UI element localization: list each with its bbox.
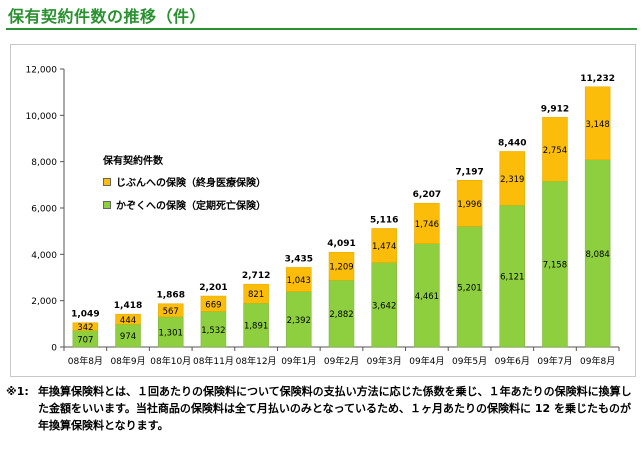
bar-term-life [286, 291, 312, 348]
x-tick-label: 08年9月 [110, 355, 145, 367]
bar-medical [456, 180, 483, 227]
data-label-medical: 444 [120, 316, 136, 326]
legend-swatch-term-life [103, 200, 111, 209]
x-tick-label: 08年10月 [150, 355, 191, 367]
bar-medical [243, 283, 269, 304]
footnote: ※1: 年換算保険料とは、１回あたりの保険料について保険料の支払い方法に応じた係… [6, 383, 636, 434]
bar-term-life [414, 243, 440, 348]
bar-medical [115, 313, 141, 325]
y-tick-label: 12,000 [26, 66, 58, 76]
y-tick-label: 4,000 [31, 251, 57, 261]
bar-term-life [371, 262, 397, 348]
data-label-total: 1,418 [114, 301, 142, 311]
legend-entry-term-life: かぞくへの保険（定期死亡保険） [103, 197, 266, 212]
bar-term-life [157, 316, 184, 348]
footnote-text: 年換算保険料とは、１回あたりの保険料について保険料の支払い方法に応じた係数を乗じ… [38, 385, 632, 432]
data-label-total: 11,232 [580, 74, 615, 84]
bar-term-life [584, 159, 611, 348]
bar-medical [584, 86, 611, 160]
data-label-term-life: 4,461 [415, 292, 439, 302]
data-label-medical: 1,209 [329, 263, 353, 273]
x-tick-label: 09年6月 [495, 355, 530, 367]
title-divider [6, 28, 637, 30]
x-tick-label: 09年7月 [537, 355, 572, 367]
data-label-term-life: 1,301 [159, 328, 183, 338]
bar-medical [328, 251, 355, 281]
data-label-medical: 1,746 [415, 220, 439, 230]
x-tick-label: 09年1月 [281, 355, 316, 367]
data-label-medical: 669 [205, 300, 221, 310]
x-tick-label: 08年12月 [236, 355, 277, 367]
data-label-total: 2,712 [242, 271, 270, 281]
data-label-term-life: 974 [120, 332, 136, 342]
data-label-term-life: 8,084 [585, 250, 609, 260]
x-tick-label: 09年4月 [409, 355, 444, 367]
footnote-mark: ※1: [6, 385, 29, 398]
x-tick-label: 08年8月 [68, 355, 103, 367]
legend-entry-medical: じぶんへの保険（終身医療保険） [103, 174, 266, 189]
y-tick-label: 6,000 [31, 205, 57, 215]
y-tick-label: 0 [51, 344, 57, 354]
data-label-medical: 1,043 [287, 276, 311, 286]
bar-medical [542, 117, 568, 182]
data-label-medical: 2,319 [500, 175, 524, 185]
x-tick-label: 08年11月 [193, 355, 234, 367]
chart-frame: 0 2,000 4,000 6,000 8,000 10,000 12,000 707 342 1… [10, 44, 636, 377]
legend-label-medical: じぶんへの保険（終身医療保険） [116, 178, 266, 189]
x-tick-label: 09年3月 [367, 355, 402, 367]
x-tick-label: 09年2月 [324, 355, 359, 367]
legend: 保有契約件数 じぶんへの保険（終身医療保険） かぞくへの保険（定期死亡保険） [103, 152, 266, 220]
bar-medical [157, 303, 184, 318]
data-label-medical: 342 [77, 323, 93, 333]
bar-medical [414, 202, 440, 244]
x-tick-label: 09年8月 [580, 355, 615, 367]
bar-term-life [200, 311, 227, 348]
data-label-total: 3,435 [285, 254, 313, 264]
data-label-total: 7,197 [455, 167, 483, 177]
data-label-total: 1,868 [156, 291, 184, 301]
data-label-medical: 821 [248, 290, 264, 300]
x-tick-label: 09年5月 [452, 355, 487, 367]
data-label-total: 2,201 [199, 283, 227, 293]
data-label-term-life: 3,642 [372, 301, 396, 311]
data-label-total: 5,116 [370, 215, 398, 225]
data-label-medical: 2,754 [543, 146, 567, 156]
bar-term-life [243, 302, 269, 348]
bar-term-life [542, 180, 568, 348]
bar-term-life [328, 279, 355, 348]
data-label-medical: 1,474 [372, 242, 396, 252]
data-label-medical: 1,996 [457, 200, 481, 210]
legend-swatch-medical [103, 177, 111, 186]
bar-term-life [499, 204, 526, 348]
data-label-total: 1,049 [71, 310, 99, 320]
page-title: 保有契約件数の推移（件） [8, 7, 207, 26]
data-label-term-life: 2,882 [329, 310, 353, 320]
data-label-total: 6,207 [413, 190, 441, 200]
y-tick-label: 2,000 [31, 297, 57, 307]
data-label-term-life: 707 [77, 335, 93, 345]
legend-title: 保有契約件数 [103, 156, 163, 167]
bar-medical [371, 228, 397, 263]
data-label-term-life: 1,532 [201, 326, 225, 336]
data-label-medical: 567 [163, 307, 179, 317]
data-label-total: 4,091 [327, 239, 355, 249]
data-label-term-life: 6,121 [500, 273, 524, 283]
data-label-term-life: 1,891 [244, 322, 268, 332]
y-tick-label: 8,000 [31, 158, 57, 168]
bar-medical [499, 151, 526, 206]
data-label-total: 8,440 [498, 138, 526, 148]
bar-medical [286, 267, 312, 292]
legend-label-term-life: かぞくへの保険（定期死亡保険） [116, 201, 266, 212]
data-label-medical: 3,148 [585, 120, 609, 130]
data-label-term-life: 2,392 [287, 316, 311, 326]
y-tick-label: 10,000 [26, 112, 58, 122]
bar-medical [200, 295, 227, 312]
bar-medical [72, 322, 99, 331]
data-label-term-life: 7,158 [543, 261, 567, 271]
stacked-bar-chart: 0 2,000 4,000 6,000 8,000 10,000 12,000 707 342 1… [26, 66, 620, 367]
data-label-total: 9,912 [541, 104, 569, 114]
data-label-term-life: 5,201 [457, 283, 481, 293]
